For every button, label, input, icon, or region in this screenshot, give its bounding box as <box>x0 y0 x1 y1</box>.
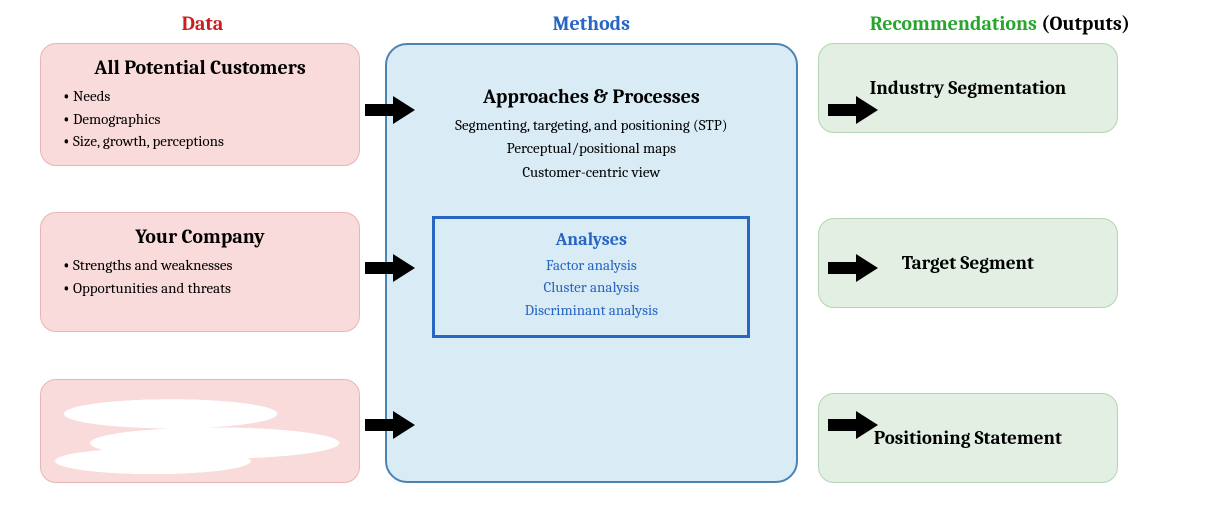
bullet: Strengths and weaknesses <box>63 254 341 277</box>
rec-box-target: Target Segment <box>818 218 1118 308</box>
data-box-title-1: Your Company <box>59 225 341 248</box>
data-box-title-0: All Potential Customers <box>59 56 341 79</box>
bullet: Demographics <box>63 108 341 131</box>
data-column: All Potential Customers Needs Demographi… <box>40 43 365 483</box>
methods-title: Approaches & Processes <box>483 85 700 108</box>
bullet: Size, growth, perceptions <box>63 130 341 153</box>
data-box-company: Your Company Strengths and weaknesses Op… <box>40 212 360 332</box>
analyses-line: Discriminant analysis <box>449 299 733 322</box>
analyses-title: Analyses <box>449 229 733 250</box>
analyses-line: Cluster analysis <box>449 276 733 299</box>
header-data: Data <box>40 12 365 35</box>
header-recommendations: Recommendations (Outputs) <box>818 12 1182 35</box>
analyses-line: Factor analysis <box>449 254 733 277</box>
rec-box-positioning: Positioning Statement <box>818 393 1118 483</box>
data-box-bullets-1: Strengths and weaknesses Opportunities a… <box>59 254 341 299</box>
rec-title-2: Positioning Statement <box>874 427 1062 449</box>
methods-box: Approaches & Processes Segmenting, targe… <box>385 43 798 483</box>
methods-line: Perceptual/positional maps <box>455 137 727 160</box>
header-rec-part1: Recommendations <box>870 12 1037 35</box>
data-box-customers: All Potential Customers Needs Demographi… <box>40 43 360 166</box>
analyses-lines: Factor analysis Cluster analysis Discrim… <box>449 254 733 322</box>
bullet: Needs <box>63 85 341 108</box>
header-methods: Methods <box>365 12 818 35</box>
data-box-blank <box>40 379 360 483</box>
rec-title-1: Target Segment <box>902 252 1034 274</box>
rec-box-industry: Industry Segmentation <box>818 43 1118 133</box>
methods-lines: Segmenting, targeting, and positioning (… <box>455 114 727 184</box>
header-rec-part2: (Outputs) <box>1037 12 1130 35</box>
columns-row: All Potential Customers Needs Demographi… <box>0 35 1222 483</box>
bullet: Opportunities and threats <box>63 277 341 300</box>
erased-region <box>53 388 347 474</box>
header-data-text: Data <box>182 12 224 35</box>
analyses-box: Analyses Factor analysis Cluster analysi… <box>432 216 750 339</box>
rec-title-0: Industry Segmentation <box>870 77 1067 99</box>
header-row: Data Methods Recommendations (Outputs) <box>0 0 1222 35</box>
recommendations-column: Industry Segmentation Target Segment Pos… <box>818 43 1182 483</box>
methods-line: Segmenting, targeting, and positioning (… <box>455 114 727 137</box>
header-methods-text: Methods <box>553 12 630 35</box>
methods-column: Approaches & Processes Segmenting, targe… <box>365 43 818 483</box>
data-box-bullets-0: Needs Demographics Size, growth, percept… <box>59 85 341 153</box>
methods-line: Customer-centric view <box>455 161 727 184</box>
